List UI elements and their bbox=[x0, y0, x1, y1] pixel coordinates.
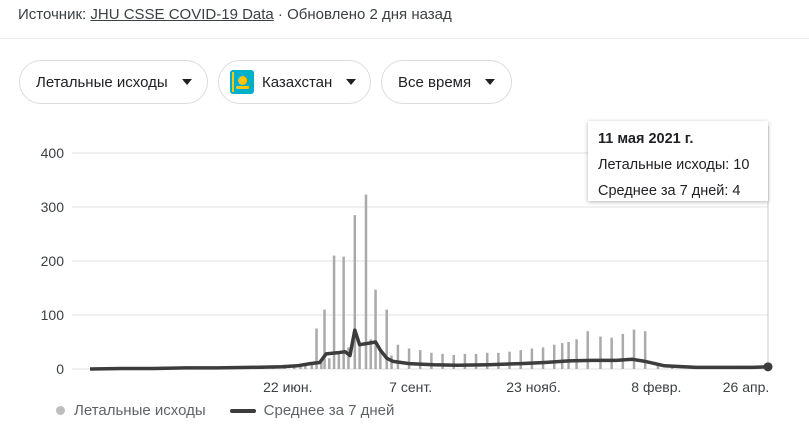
x-tick-label: 8 февр. bbox=[631, 379, 681, 395]
metric-label: Летальные исходы bbox=[36, 73, 168, 91]
average-line bbox=[89, 328, 769, 371]
x-tick-label: 22 июн. bbox=[263, 379, 312, 395]
y-tick-label: 100 bbox=[41, 307, 65, 323]
legend-average-line-icon bbox=[229, 408, 256, 413]
divider bbox=[0, 38, 809, 39]
y-tick-label: 300 bbox=[41, 199, 65, 215]
metric-dropdown[interactable]: Летальные исходы bbox=[19, 60, 208, 104]
tooltip-deaths: Летальные исходы: 10 bbox=[598, 157, 750, 173]
source-link[interactable]: JHU CSSE COVID-19 Data bbox=[90, 6, 274, 23]
kazakhstan-flag-icon bbox=[230, 70, 254, 94]
updated-text: · Обновлено 2 дня назад bbox=[273, 6, 452, 23]
dropdown-arrow-icon bbox=[346, 79, 357, 85]
dropdown-arrow-icon bbox=[181, 79, 192, 85]
period-dropdown[interactable]: Все время bbox=[381, 60, 512, 104]
legend-daily-label: Летальные исходы bbox=[74, 402, 206, 419]
chart-tooltip: 11 мая 2021 г. Летальные исходы: 10 Сред… bbox=[588, 121, 768, 201]
legend-average-label: Среднее за 7 дней bbox=[263, 402, 395, 419]
tooltip-date: 11 мая 2021 г. bbox=[598, 131, 694, 147]
country-label: Казахстан bbox=[262, 73, 333, 91]
source-line: Источник: JHU CSSE COVID-19 Data · Обнов… bbox=[18, 6, 452, 23]
chart-legend: Летальные исходы Среднее за 7 дней bbox=[56, 402, 394, 419]
dropdown-arrow-icon bbox=[485, 79, 496, 85]
y-tick-label: 200 bbox=[41, 253, 65, 269]
country-dropdown[interactable]: Казахстан bbox=[218, 60, 371, 104]
source-prefix: Источник: bbox=[18, 6, 91, 23]
average-end-point bbox=[763, 362, 773, 372]
x-tick-label: 23 нояб. bbox=[506, 379, 560, 395]
tooltip-average: Среднее за 7 дней: 4 bbox=[598, 183, 741, 199]
y-tick-label: 0 bbox=[56, 361, 64, 377]
period-label: Все время bbox=[398, 73, 472, 91]
y-tick-label: 400 bbox=[41, 145, 65, 161]
legend-daily-dot-icon bbox=[56, 406, 65, 415]
x-tick-label: 7 сент. bbox=[389, 379, 432, 395]
x-tick-label: 26 апр. bbox=[723, 379, 770, 395]
